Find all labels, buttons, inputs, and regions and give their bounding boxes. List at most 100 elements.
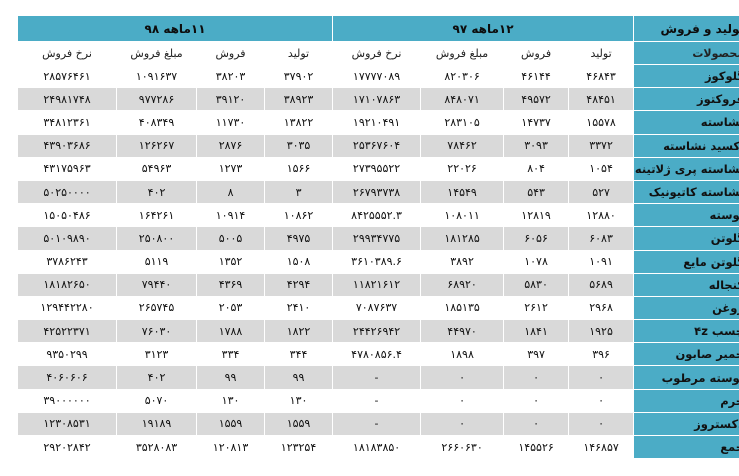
product-name-cell: کنجاله <box>633 272 739 297</box>
product-name-cell: گلوتن مایع <box>633 249 739 274</box>
p2-value-cell: ۳۴۸۱۲۳۶۱ <box>16 110 118 135</box>
p2-value-cell: ۵۰۲۵۰۰۰۰ <box>16 179 118 205</box>
p1-value-cell: ۰ <box>568 411 635 437</box>
p2-value-cell: ۳۰۳۵ <box>264 133 334 158</box>
p1-value-cell: ۱۹۲۵ <box>568 319 635 344</box>
p1-value-cell: - <box>332 411 422 437</box>
p2-value-cell: ۱۰۹۱۶۳۷ <box>116 63 198 89</box>
p1-value-cell: ۱۸۴۱ <box>503 319 570 344</box>
p1-value-cell: ۷۸۴۶۲ <box>420 133 505 158</box>
p1-value-cell: ۲۶۱۲ <box>503 295 570 321</box>
p2-value-cell: ۷۹۴۴۰ <box>116 272 198 297</box>
p2-value-cell: ۲۸۷۶ <box>196 133 266 158</box>
product-name-cell: نشاسته کاتیونیک <box>633 179 739 205</box>
p2-value-cell: ۲۴۹۸۱۷۴۸ <box>16 87 118 112</box>
p1-value-cell: ۶۰۵۶ <box>503 226 570 251</box>
table-row: نشاسته کاتیونیک ۵۲۷ ۵۴۳ ۱۴۵۴۹ ۲۶۷۹۳۷۳۸ ۳ ۸ ۴۰۲ ۵… <box>16 179 739 205</box>
p1-value-cell: ۱۷۱۰۷۸۶۳ <box>332 87 422 112</box>
table-row: جمع۱۴۶۸۵۷۱۴۵۵۲۶۲۶۶۰۶۳۰۱۸۱۸۳۸۵۰۱۲۳۲۵۴۱۲۰۸… <box>16 434 739 460</box>
p2-value-cell: ۲۹۲۰۲۸۴۲ <box>16 434 118 460</box>
p1-value-cell: ۱۸۹۸ <box>420 342 505 367</box>
table-row: روغن۲۹۶۸۲۶۱۲۱۸۵۱۳۵۷۰۸۷۶۳۷۲۴۱۰۲۰۵۳۲۶۵۷۴۵۱… <box>16 295 739 321</box>
table-row: نشاسته پری ژلاتینه ۱۰۵۴ ۸۰۴ ۲۲۰۲۶ ۲۷۳۹۵۵۲۲ ۱۵… <box>16 156 739 181</box>
table-row: پوسته مرطوب ۰ ۰ ۰-۹۹ ۹۹ ۴۰۲ ۴۰۶۰۶۰۶ <box>16 365 739 390</box>
p1-value-cell: ۸۴۲۵۵۵۲.۳ <box>332 203 422 228</box>
p1-value-cell: ۲۲۰۲۶ <box>420 156 505 181</box>
p2-value-cell: ۳۹۰۰۰۰۰۰ <box>16 388 118 413</box>
p1-value-cell: ۶۸۹۲۰ <box>420 272 505 297</box>
p2-value-cell: ۱۸۱۸۲۶۵۰ <box>16 272 118 297</box>
p1-value-cell: ۳۸۹۲ <box>420 249 505 274</box>
p2-value-cell: ۳۸۲۰۳ <box>196 63 266 89</box>
product-name-cell: جمع <box>633 434 739 460</box>
p1-value-cell: ۲۶۷۹۳۷۳۸ <box>332 179 422 205</box>
p2-value-cell: ۲۵۰۸۰۰ <box>116 226 198 251</box>
p2-value-cell: ۴۰۲ <box>116 365 198 390</box>
p1-value-cell: ۱۸۱۲۸۵ <box>420 226 505 251</box>
table-row: چسب ۴z۱۹۲۵۱۸۴۱۴۴۹۷۰۲۴۴۲۶۹۴۲۱۸۲۲۱۷۸۸۷۶۰۳۰… <box>16 319 739 344</box>
p1-value-cell: ۴۶۸۴۳ <box>568 63 635 89</box>
p2-value-cell: ۳۳۴ <box>196 342 266 367</box>
p2-value-cell: ۲۴۱۰ <box>264 295 334 321</box>
sales-production-table: تولید و فروش ۱۲ماهه ۹۷ ۱۱ماهه ۹۸ محصولات… <box>16 15 739 460</box>
product-name-cell: روغن <box>633 295 739 321</box>
p2-sales-rate-header: نرخ فروش <box>16 41 118 65</box>
p2-value-cell: ۴۲۵۲۲۳۷۱ <box>16 319 118 344</box>
p1-sales-header: فروش <box>503 41 570 65</box>
p2-value-cell: ۱۲۶۲۶۷ <box>116 133 198 158</box>
p2-value-cell: ۳۸۹۲۳ <box>264 87 334 112</box>
p1-value-cell: ۱۸۵۱۳۵ <box>420 295 505 321</box>
p2-sales-amount-header: مبلغ فروش <box>116 41 198 65</box>
p1-value-cell: ۷۰۸۷۶۳۷ <box>332 295 422 321</box>
p1-value-cell: ۱۵۵۷۸ <box>568 110 635 135</box>
p1-value-cell: ۲۹۹۳۴۷۷۵ <box>332 226 422 251</box>
p2-value-cell: ۳۵۲۸۰۸۳ <box>116 434 198 460</box>
p2-value-cell: ۴۰۲ <box>116 179 198 205</box>
period-2-header: ۱۱ماهه ۹۸ <box>16 15 334 42</box>
p2-value-cell: ۱۳۰ <box>264 388 334 413</box>
p1-value-cell: - <box>332 365 422 390</box>
p1-value-cell: ۴۷۸۰۸۵۶.۴ <box>332 342 422 367</box>
product-name-cell: گلوتن <box>633 226 739 251</box>
p1-value-cell: ۱۲۸۸۰ <box>568 203 635 228</box>
p1-sales-amount-header: مبلغ فروش <box>420 41 505 65</box>
p1-value-cell: ۲۵۳۶۷۶۰۴ <box>332 133 422 158</box>
p1-value-cell: ۱۱۸۲۱۶۱۲ <box>332 272 422 297</box>
p1-value-cell: ۴۹۵۷۲ <box>503 87 570 112</box>
p2-value-cell: ۱۵۶۶ <box>264 156 334 181</box>
p1-value-cell: ۳۳۷۲ <box>568 133 635 158</box>
header-row: تولید و فروش ۱۲ماهه ۹۷ ۱۱ماهه ۹۸ <box>16 15 739 42</box>
p2-value-cell: ۱۳۵۲ <box>196 249 266 274</box>
p2-value-cell: ۱۳۸۲۲ <box>264 110 334 135</box>
p1-value-cell: ۱۴۵۴۹ <box>420 179 505 205</box>
p1-value-cell: ۵۸۳۰ <box>503 272 570 297</box>
p1-value-cell: ۲۶۶۰۶۳۰ <box>420 434 505 460</box>
p2-value-cell: ۴۹۷۵ <box>264 226 334 251</box>
p1-value-cell: ۱۰۸۰۱۱ <box>420 203 505 228</box>
p2-value-cell: ۱۰۹۱۴ <box>196 203 266 228</box>
p2-value-cell: ۳۷۸۶۲۴۳ <box>16 249 118 274</box>
p1-value-cell: ۰ <box>503 388 570 413</box>
p2-value-cell: ۳ <box>264 179 334 205</box>
table-row: گلوتن۶۰۸۳۶۰۵۶۱۸۱۲۸۵۲۹۹۳۴۷۷۵۴۹۷۵۵۰۰۵۲۵۰۸۰… <box>16 226 739 251</box>
table-row: نشاسته۱۵۵۷۸۱۴۷۳۷۲۸۳۱۰۵۱۹۲۱۰۴۹۱۱۳۸۲۲۱۱۷۳۰… <box>16 110 739 135</box>
table-row: پوسته۱۲۸۸۰۱۲۸۱۹۱۰۸۰۱۱۸۴۲۵۵۵۲.۳۱۰۸۶۲۱۰۹۱۴… <box>16 203 739 228</box>
p1-value-cell: ۵۲۷ <box>568 179 635 205</box>
p2-value-cell: ۱۰۸۶۲ <box>264 203 334 228</box>
p1-value-cell: ۲۹۶۸ <box>568 295 635 321</box>
p2-value-cell: ۳۷۹۰۲ <box>264 63 334 89</box>
product-name-cell: نشاسته <box>633 110 739 135</box>
table-row: کنجاله۵۶۸۹۵۸۳۰۶۸۹۲۰۱۱۸۲۱۶۱۲۴۲۹۴۴۳۶۹۷۹۴۴۰… <box>16 272 739 297</box>
p1-value-cell: ۱۸۱۸۳۸۵۰ <box>332 434 422 460</box>
p1-value-cell: ۰ <box>503 365 570 390</box>
p2-value-cell: ۱۲۹۴۴۲۲۸۰ <box>16 295 118 321</box>
product-name-cell: گلوکوز <box>633 63 739 89</box>
product-name-cell: دکستروز <box>633 411 739 437</box>
product-name-cell: فروکتوز <box>633 87 739 112</box>
p1-value-cell: ۸۰۴ <box>503 156 570 181</box>
p2-value-cell: ۹۹ <box>264 365 334 390</box>
p1-value-cell: ۲۴۴۲۶۹۴۲ <box>332 319 422 344</box>
p2-value-cell: ۹۷۷۲۸۶ <box>116 87 198 112</box>
product-name-cell: جرم <box>633 388 739 413</box>
p1-value-cell: ۶۰۸۳ <box>568 226 635 251</box>
